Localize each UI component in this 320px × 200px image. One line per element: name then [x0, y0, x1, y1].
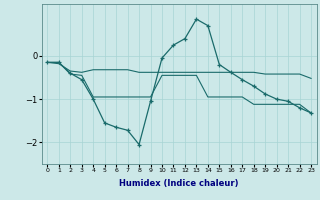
X-axis label: Humidex (Indice chaleur): Humidex (Indice chaleur) [119, 179, 239, 188]
